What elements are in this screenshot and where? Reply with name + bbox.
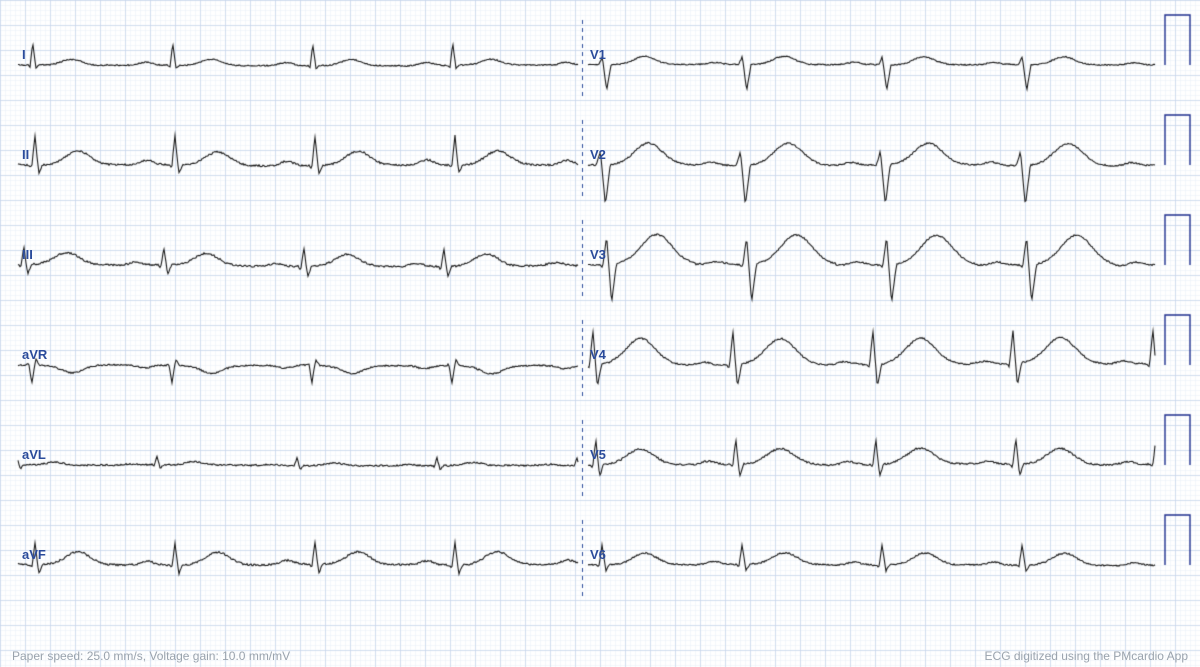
ecg-12-lead-chart [0, 0, 1200, 667]
footer-attribution: ECG digitized using the PMcardio App [985, 649, 1188, 663]
footer-paper-speed: Paper speed: 25.0 mm/s, Voltage gain: 10… [12, 649, 290, 663]
